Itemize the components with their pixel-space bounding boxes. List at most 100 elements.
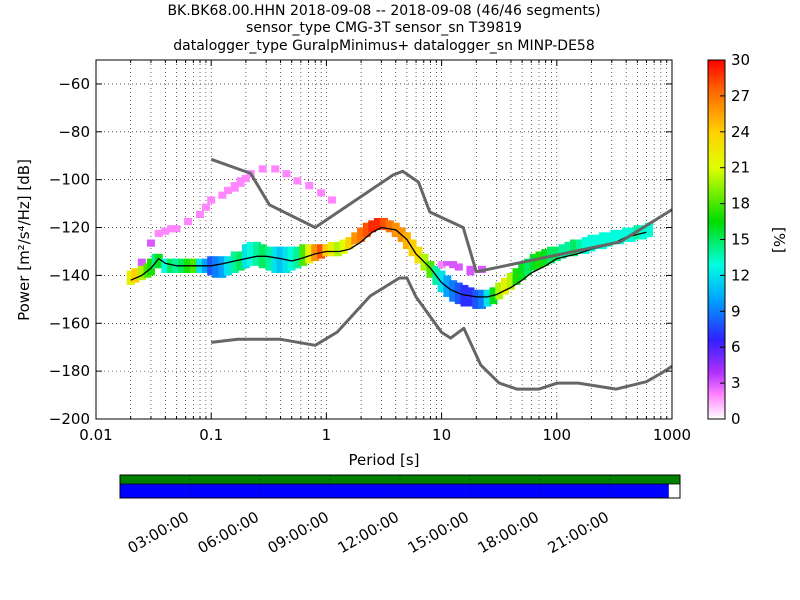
colorbar-label: [%] (770, 227, 788, 253)
probability-cell (639, 225, 648, 240)
probability-cell (201, 203, 210, 211)
x-tick-label: 0.01 (79, 426, 112, 444)
probability-cell (598, 232, 607, 250)
probability-cell (317, 189, 326, 197)
probability-cell (271, 246, 280, 274)
probability-cell (460, 284, 469, 307)
probability-cell (218, 256, 227, 278)
probability-cell (512, 268, 521, 285)
x-tick-label: 10 (432, 426, 451, 444)
timeline-tick-label: 09:00:00 (265, 508, 332, 557)
axes: 0.01 0.1 1 10 100 1000 −200 −180 −160 −140 −120 −10… (49, 60, 691, 444)
probability-cell (593, 234, 602, 250)
probability-cell (137, 258, 146, 266)
y-tick-label: −160 (49, 314, 90, 332)
timeline-tick-label: 12:00:00 (335, 508, 402, 557)
probability-cell (154, 229, 163, 238)
probability-cell (211, 256, 220, 278)
probability-cell (437, 270, 446, 293)
probability-cell (616, 229, 625, 245)
mean-curve (130, 226, 647, 298)
probability-cell (345, 237, 354, 250)
colorbar-tick-label: 18 (731, 195, 750, 213)
x-tick-label: 0.1 (199, 426, 223, 444)
probability-cell (437, 261, 446, 269)
probability-cell (506, 273, 515, 290)
colorbar-tick-label: 24 (731, 123, 750, 141)
probability-cell (414, 246, 423, 264)
probability-cell (362, 222, 371, 238)
probability-cell (333, 241, 342, 257)
probability-cell (293, 246, 302, 269)
probability-cell (466, 287, 475, 307)
probability-cell (500, 277, 509, 295)
probability-cell (287, 246, 296, 271)
probability-cell (161, 227, 170, 235)
x-axis-label: Period [s] (348, 451, 419, 469)
probability-cell (385, 220, 394, 233)
timeline-coverage-bar (120, 484, 669, 498)
probability-cell (131, 268, 140, 283)
y-tick-label: −100 (49, 171, 90, 189)
probability-cell (236, 251, 245, 271)
probability-cell (621, 227, 630, 242)
timeline-tick-label: 18:00:00 (475, 508, 542, 557)
probability-cell (328, 241, 337, 257)
probability-cell (311, 244, 320, 262)
probability-cell (293, 177, 302, 185)
probability-cell (154, 253, 163, 269)
probability-cell (523, 258, 532, 276)
probability-cell (126, 270, 135, 285)
probability-cell (587, 234, 596, 252)
timeline-tick-label: 03:00:00 (125, 508, 192, 557)
probability-cell (271, 165, 280, 173)
probability-cell (258, 165, 267, 173)
colorbar-ticks: 0 3 6 9 12 15 18 21 24 27 30 (720, 51, 750, 428)
timeline-tick-label: 15:00:00 (405, 508, 472, 557)
probability-cell (472, 289, 481, 309)
probability-cell (575, 239, 584, 254)
probability-cell (146, 239, 155, 247)
probability-cell (454, 263, 463, 271)
probability-cell (610, 229, 619, 245)
y-tick-label: −120 (49, 219, 90, 237)
colorbar-tick-label: 21 (731, 159, 750, 177)
probability-cell (477, 289, 486, 309)
y-axis-label: Power [m²/s⁴/Hz] [dB] (15, 159, 33, 321)
probability-cell (218, 191, 227, 199)
x-tick-label: 100 (542, 426, 571, 444)
probability-cell (357, 227, 366, 242)
probability-cell (569, 239, 578, 257)
probability-cell (317, 244, 326, 259)
x-tick-label: 1 (322, 426, 332, 444)
probability-cell (443, 261, 452, 266)
probability-cell (184, 217, 193, 226)
series-lines (130, 157, 673, 391)
probability-cell (172, 225, 181, 233)
y-tick-label: −140 (49, 266, 90, 284)
probability-cell (241, 244, 250, 269)
probability-cell (604, 232, 613, 247)
probability-cell (558, 244, 567, 259)
probability-cell (644, 222, 653, 238)
probability-cell (449, 261, 458, 269)
probability-cell (351, 232, 360, 245)
probability-cell (146, 258, 155, 276)
x-tick-label: 1000 (653, 426, 691, 444)
probability-cell (339, 239, 348, 254)
probability-cell (161, 258, 170, 274)
probability-cell (483, 289, 492, 307)
probability-cell (581, 237, 590, 254)
probability-cell (518, 263, 527, 281)
probability-cell (196, 210, 205, 218)
plot-frame (95, 59, 673, 420)
probability-cell (230, 251, 239, 274)
y-tick-label: −80 (58, 123, 90, 141)
probability-cell (368, 220, 377, 233)
probability-cell (379, 217, 388, 230)
colorbar-tick-label: 3 (731, 374, 741, 392)
colorbar-tick-label: 27 (731, 87, 750, 105)
colorbar-tick-label: 6 (731, 338, 741, 356)
